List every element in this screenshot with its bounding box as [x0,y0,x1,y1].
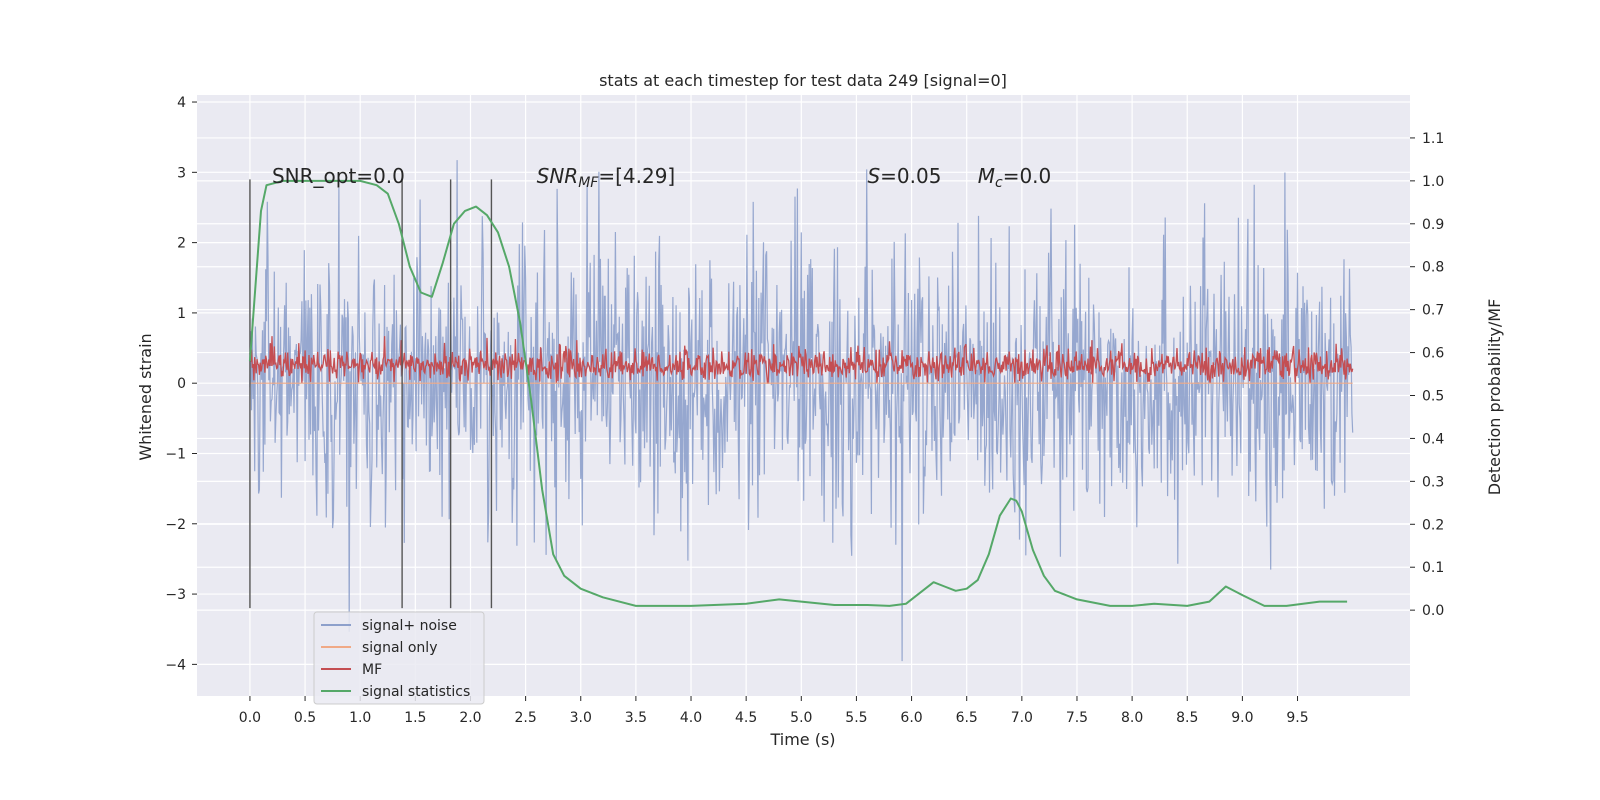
x-tick-label: 0.5 [294,710,316,726]
y-tick-label: −3 [165,587,186,603]
legend-box [313,611,485,705]
y-tick-label: −2 [165,517,186,533]
y-right-tick-label: 1.1 [1422,131,1444,147]
x-tick-label: 0.0 [239,710,261,726]
x-tick-label: 1.5 [404,710,426,726]
legend-label-mf: MF [362,662,382,678]
x-tick-label: 8.0 [1121,710,1143,726]
y-tick-label: 4 [177,95,186,111]
y-ticks-right: 0.0 0.1 0.2 0.3 0.4 0.5 0.6 0.7 0.8 0.9 1.0 1.1 [1410,131,1444,619]
y-right-tick-label: 0.3 [1422,474,1444,490]
y-tick-label: 3 [177,165,186,181]
legend: signal+ noise signal only MF signal stat… [313,611,485,705]
legend-label-signal-only: signal only [362,640,437,656]
mf-trace [249,336,1354,384]
x-axis-label: Time (s) [769,730,835,749]
y-axis-label: Whitened strain [136,333,155,460]
y-right-tick-label: 0.2 [1422,517,1444,533]
x-tick-label: 6.5 [956,710,978,726]
x-tick-label: 7.0 [1011,710,1033,726]
annotations: SNR_opt=0.0 SNRMF=[4.29] S=0.05 Mc=0.0 [272,164,1051,191]
x-tick-label: 9.0 [1231,710,1253,726]
y-tick-label: 1 [177,306,186,322]
x-tick-label: 2.5 [514,710,536,726]
x-tick-label: 6.0 [900,710,922,726]
annotation-snr-opt: SNR_opt=0.0 [272,164,405,188]
x-tick-label: 9.5 [1286,710,1308,726]
y-tick-label: −1 [165,446,186,462]
y-right-tick-label: 0.0 [1422,603,1444,619]
y-right-tick-label: 0.1 [1422,560,1444,576]
x-tick-label: 5.5 [845,710,867,726]
y-tick-label: −4 [165,657,186,673]
y-right-tick-label: 0.6 [1422,346,1444,362]
annotation-s: S=0.05 [867,164,941,188]
x-tick-label: 7.5 [1066,710,1088,726]
y-right-tick-label: 1.0 [1422,174,1444,190]
vertical-markers [249,179,493,609]
x-tick-label: 2.0 [459,710,481,726]
y-tick-label: 0 [177,376,186,392]
y-right-tick-label: 0.4 [1422,431,1444,447]
annotation-mc: Mc=0.0 [978,164,1052,191]
x-tick-label: 3.0 [570,710,592,726]
y-axis-label-right: Detection probability/MF [1485,299,1504,496]
x-tick-label: 8.5 [1176,710,1198,726]
signal-statistics-series [248,179,1348,607]
mf-series [249,336,1354,384]
y-right-tick-label: 0.5 [1422,389,1444,405]
x-tick-label: 1.0 [349,710,371,726]
legend-label-signal-statistics: signal statistics [362,684,470,700]
y-right-tick-label: 0.7 [1422,303,1444,319]
x-tick-label: 3.5 [625,710,647,726]
y-right-tick-label: 0.8 [1422,260,1444,276]
chart-title: stats at each timestep for test data 249… [599,71,1007,90]
x-tick-label: 4.0 [680,710,702,726]
annotation-snr-mf: SNRMF=[4.29] [537,164,676,191]
x-tick-label: 4.5 [735,710,757,726]
legend-label-signal-noise: signal+ noise [362,618,457,634]
x-tick-label: 5.0 [790,710,812,726]
y-right-tick-label: 0.9 [1422,217,1444,233]
x-ticks: 0.0 0.5 1.0 1.5 2.0 2.5 3.0 3.5 4.0 4.5 5.0 5.5 6.0 6… [239,696,1309,726]
y-ticks-left: −4 −3 −2 −1 0 1 2 3 4 [165,95,197,673]
y-tick-label: 2 [177,236,186,252]
